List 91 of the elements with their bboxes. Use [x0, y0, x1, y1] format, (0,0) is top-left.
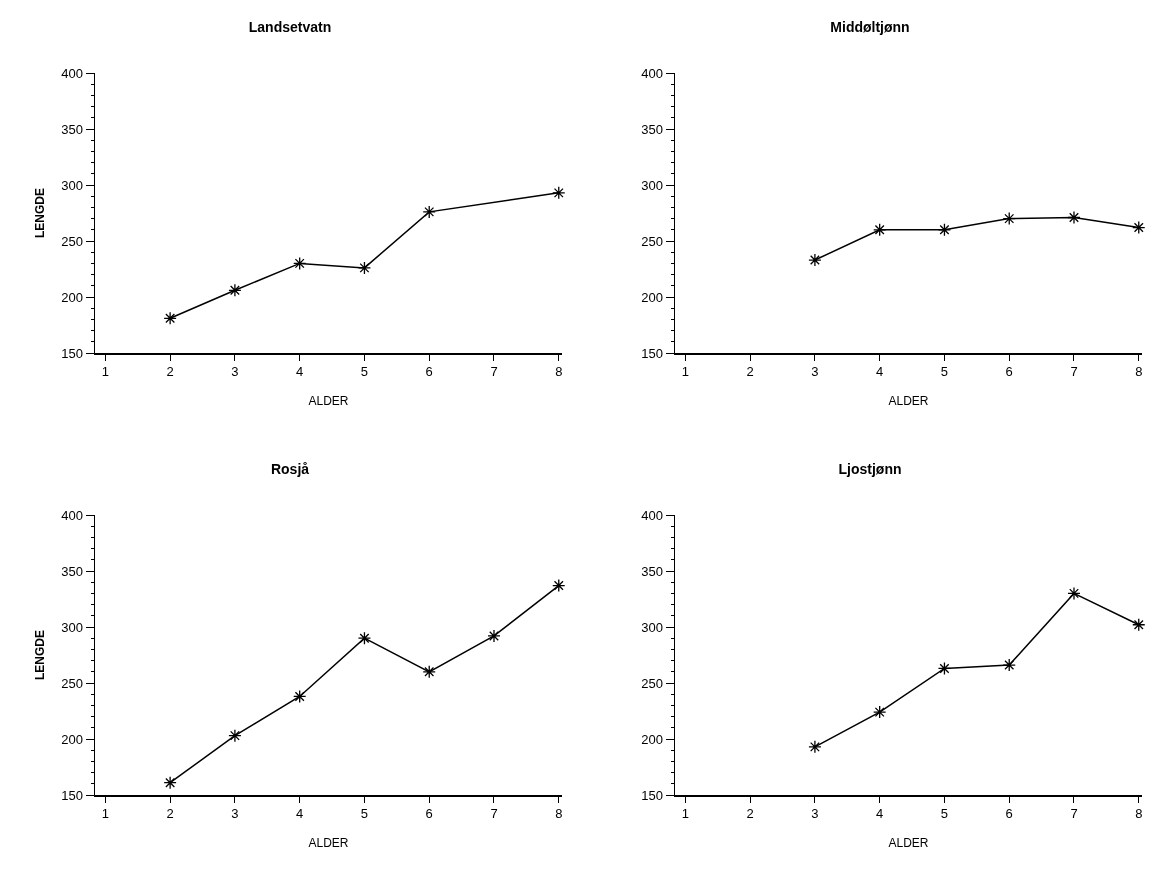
x-tick-label: 1	[681, 806, 689, 822]
x-tick-label: 4	[296, 364, 304, 380]
chart-title: Landsetvatn	[248, 18, 332, 35]
point	[808, 253, 822, 267]
point	[552, 186, 566, 200]
x-tick-label: 6	[425, 364, 433, 380]
x-tick-label: 4	[876, 806, 884, 822]
x-tick-label: 2	[166, 806, 174, 822]
point	[293, 689, 307, 704]
y-tick-label: 250	[61, 233, 83, 249]
x-tick-label: 7	[1070, 364, 1078, 380]
point	[487, 629, 501, 643]
point	[357, 631, 372, 645]
point	[293, 256, 307, 271]
chart-title: Rosjå	[270, 460, 310, 477]
point	[1067, 210, 1081, 225]
x-tick-label: 8	[555, 364, 563, 380]
y-axis-title: LENGDE	[32, 629, 47, 681]
point	[873, 223, 887, 237]
x-tick-label: 6	[1005, 806, 1013, 822]
y-tick-label: 350	[641, 121, 663, 137]
x-tick-label: 3	[231, 364, 239, 380]
y-tick-label: 400	[61, 507, 83, 523]
y-tick-label: 150	[641, 345, 663, 361]
x-tick-label: 1	[101, 364, 109, 380]
x-tick-label: 2	[746, 364, 754, 380]
x-axis-title: ALDER	[308, 835, 349, 850]
point	[873, 705, 887, 719]
y-tick-label: 200	[641, 731, 663, 747]
x-tick-label: 5	[940, 364, 949, 380]
y-tick-label: 200	[61, 731, 83, 747]
point	[228, 728, 242, 743]
point	[357, 261, 372, 275]
point	[228, 283, 242, 297]
y-tick-label: 150	[61, 345, 83, 361]
point	[808, 740, 822, 754]
chart-title: Ljostjønn	[838, 460, 902, 477]
x-axis-title: ALDER	[888, 393, 929, 408]
y-tick-label: 300	[61, 619, 83, 635]
point	[163, 776, 177, 790]
y-tick-label: 200	[641, 289, 663, 305]
x-tick-label: 7	[1070, 806, 1078, 822]
point	[552, 578, 566, 593]
y-tick-label: 350	[641, 563, 663, 579]
x-tick-label: 1	[681, 364, 689, 380]
point	[422, 665, 436, 679]
chart-title: Middøltjønn	[830, 18, 910, 35]
point	[163, 311, 177, 325]
x-tick-label: 3	[811, 806, 819, 822]
y-axis-title: LENGDE	[32, 187, 47, 239]
y-tick-label: 150	[61, 787, 83, 803]
x-tick-label: 5	[360, 364, 369, 380]
x-tick-label: 6	[425, 806, 433, 822]
x-tick-label: 2	[746, 806, 754, 822]
point	[1067, 586, 1081, 601]
point	[1002, 211, 1016, 226]
x-tick-label: 8	[1135, 364, 1143, 380]
y-tick-label: 250	[61, 675, 83, 691]
x-tick-label: 6	[1005, 364, 1013, 380]
x-tick-label: 4	[296, 806, 304, 822]
y-tick-label: 200	[61, 289, 83, 305]
point	[1132, 220, 1146, 235]
y-tick-label: 300	[641, 177, 663, 193]
x-tick-label: 7	[490, 364, 498, 380]
x-tick-label: 3	[231, 806, 239, 822]
point	[937, 223, 952, 237]
x-axis-title: ALDER	[308, 393, 349, 408]
x-tick-label: 5	[360, 806, 369, 822]
x-tick-label: 2	[166, 364, 174, 380]
y-tick-label: 400	[641, 507, 663, 523]
x-axis-title: ALDER	[888, 835, 929, 850]
y-tick-label: 400	[61, 65, 83, 81]
y-tick-label: 250	[641, 233, 663, 249]
x-tick-label: 7	[490, 806, 498, 822]
x-tick-label: 5	[940, 806, 949, 822]
y-tick-label: 250	[641, 675, 663, 691]
y-tick-label: 350	[61, 563, 83, 579]
point	[937, 661, 952, 676]
x-tick-label: 8	[555, 806, 563, 822]
x-tick-label: 8	[1135, 806, 1143, 822]
y-tick-label: 400	[641, 65, 663, 81]
x-tick-label: 4	[876, 364, 884, 380]
y-tick-label: 350	[61, 121, 83, 137]
y-tick-label: 150	[641, 787, 663, 803]
point	[1132, 618, 1146, 632]
y-tick-label: 300	[641, 619, 663, 635]
point	[422, 205, 436, 219]
point	[1002, 658, 1016, 672]
x-tick-label: 3	[811, 364, 819, 380]
x-tick-label: 1	[101, 806, 109, 822]
y-tick-label: 300	[61, 177, 83, 193]
